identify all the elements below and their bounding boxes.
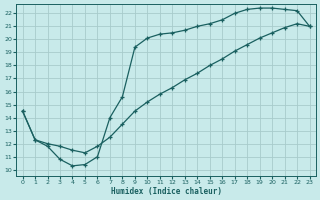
X-axis label: Humidex (Indice chaleur): Humidex (Indice chaleur) [111, 187, 221, 196]
